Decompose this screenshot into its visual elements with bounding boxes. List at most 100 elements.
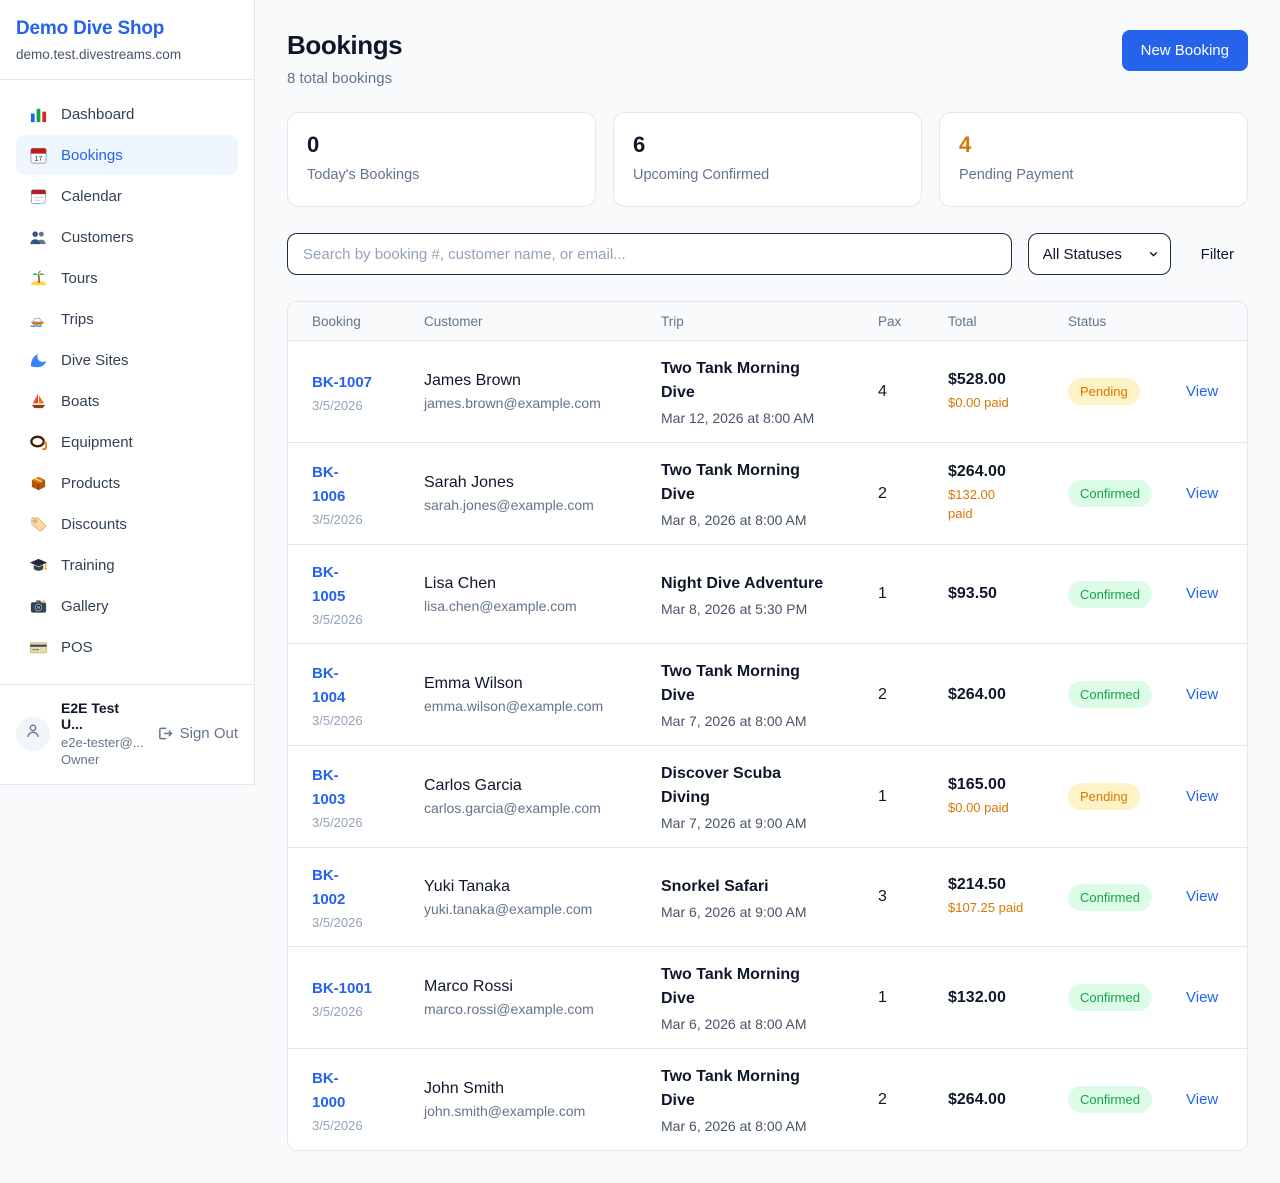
trip-datetime: Mar 12, 2026 at 8:00 AM: [661, 410, 815, 426]
tag-icon: [28, 514, 48, 534]
trip-datetime: Mar 7, 2026 at 8:00 AM: [661, 713, 807, 729]
customer-name: Carlos Garcia: [424, 777, 522, 794]
view-link[interactable]: View: [1186, 585, 1219, 602]
sidebar-item-gallery[interactable]: Gallery: [16, 586, 238, 626]
page-header: Bookings 8 total bookings New Booking: [287, 30, 1248, 87]
booking-id-link[interactable]: BK-1007: [312, 373, 373, 391]
table-row: BK- 1002 3/5/2026 Yuki Tanaka yuki.tanak…: [288, 847, 1247, 946]
sailboat-icon: [28, 391, 48, 411]
sidebar-item-tours[interactable]: Tours: [16, 258, 238, 298]
booking-cell: BK- 1005 3/5/2026: [312, 561, 424, 627]
customer-cell: James Brown james.brown@example.com: [424, 372, 661, 411]
brand-title: Demo Dive Shop: [16, 18, 165, 39]
main-content: Bookings 8 total bookings New Booking 0 …: [255, 0, 1280, 1183]
customer-cell: John Smith john.smith@example.com: [424, 1080, 661, 1119]
customer-name: Lisa Chen: [424, 574, 497, 592]
island-icon: [28, 268, 48, 288]
status-badge: Confirmed: [1068, 480, 1152, 507]
view-link[interactable]: View: [1186, 888, 1219, 905]
status-select-wrap: All Statuses: [1027, 233, 1171, 275]
booking-id-link[interactable]: BK-1001: [312, 979, 373, 997]
sidebar-item-pos[interactable]: POS: [16, 627, 238, 667]
customer-name: Emma Wilson: [424, 675, 523, 692]
booking-calendar-icon: 17: [28, 145, 48, 165]
column-header-booking: Booking: [312, 313, 361, 329]
status-cell: Pending: [1068, 378, 1186, 405]
user-section: E2E Test U... e2e-tester@... Owner Sign …: [0, 684, 254, 784]
customer-email: james.brown@example.com: [424, 395, 601, 411]
trip-datetime: Mar 8, 2026 at 5:30 PM: [661, 600, 808, 617]
sidebar-item-calendar[interactable]: Calendar: [16, 176, 238, 216]
trip-datetime: Mar 6, 2026 at 9:00 AM: [661, 903, 807, 920]
sidebar-item-label: Dashboard: [61, 105, 135, 123]
view-link[interactable]: View: [1186, 382, 1219, 400]
sidebar-nav: Dashboard 17 Bookings Calendar Customers…: [0, 80, 254, 684]
status-select[interactable]: All Statuses: [1027, 233, 1171, 275]
package-icon: [28, 473, 48, 493]
booking-created-date: 3/5/2026: [312, 612, 363, 627]
table-row: BK- 1004 3/5/2026 Emma Wilson emma.wilso…: [288, 643, 1247, 745]
sidebar-item-products[interactable]: Products: [16, 463, 238, 503]
view-link[interactable]: View: [1186, 1090, 1219, 1108]
total-cell: $528.00 $0.00 paid: [948, 371, 1068, 413]
sidebar-item-equipment[interactable]: Equipment: [16, 422, 238, 462]
stat-value: 0: [307, 132, 320, 157]
paid-amount: $0.00 paid: [948, 394, 1009, 410]
sidebar-item-boats[interactable]: Boats: [16, 381, 238, 421]
booking-id-link[interactable]: BK- 1002: [312, 867, 346, 908]
view-link[interactable]: View: [1186, 988, 1219, 1006]
paid-amount: $107.25 paid: [948, 900, 1024, 916]
customer-email: marco.rossi@example.com: [424, 1001, 594, 1017]
view-link[interactable]: View: [1186, 484, 1219, 502]
booking-id-link[interactable]: BK- 1006: [312, 463, 346, 505]
view-link[interactable]: View: [1186, 685, 1219, 703]
table-body: BK-1007 3/5/2026 James Brown james.brown…: [288, 341, 1247, 1150]
status-badge: Pending: [1068, 783, 1140, 810]
booking-cell: BK- 1004 3/5/2026: [312, 662, 424, 728]
brand-domain: demo.test.divestreams.com: [16, 47, 182, 62]
booking-id-link[interactable]: BK- 1003: [312, 766, 346, 808]
filter-button[interactable]: Filter: [1187, 246, 1248, 263]
sidebar-item-dive-sites[interactable]: Dive Sites: [16, 340, 238, 380]
booking-id-link[interactable]: BK- 1004: [312, 664, 346, 706]
sidebar-item-customers[interactable]: Customers: [16, 217, 238, 257]
sidebar-item-label: Tours: [61, 269, 98, 287]
total-cell: $264.00: [948, 1091, 1068, 1109]
customer-cell: Carlos Garcia carlos.garcia@example.com: [424, 777, 661, 816]
trip-cell: Two Tank Morning Dive Mar 12, 2026 at 8:…: [661, 357, 878, 426]
sidebar-item-training[interactable]: Training: [16, 545, 238, 585]
status-cell: Confirmed: [1068, 580, 1186, 608]
svg-text:17: 17: [34, 155, 42, 163]
column-header-customer: Customer: [424, 313, 483, 329]
booking-id-link[interactable]: BK- 1005: [312, 564, 346, 605]
search-input[interactable]: [287, 233, 1012, 275]
booking-id-link[interactable]: BK- 1000: [312, 1069, 346, 1111]
customer-email: sarah.jones@example.com: [424, 497, 594, 513]
stat-value: 6: [633, 132, 646, 157]
total-cell: $264.00 $132.00 paid: [948, 463, 1068, 524]
camera-icon: [28, 596, 48, 616]
bar-chart-icon: [28, 104, 48, 124]
sidebar-item-label: Equipment: [61, 433, 133, 451]
person-icon: [24, 722, 42, 745]
pax-value: 2: [878, 484, 887, 502]
sidebar-item-bookings[interactable]: 17 Bookings: [16, 135, 238, 175]
column-header-status: Status: [1068, 313, 1107, 329]
sidebar-item-label: Boats: [61, 392, 100, 410]
paid-amount: $0.00 paid: [948, 799, 1009, 815]
stat-value: 4: [959, 132, 972, 157]
trip-cell: Two Tank Morning Dive Mar 6, 2026 at 8:0…: [661, 1065, 878, 1134]
sign-out-button[interactable]: Sign Out: [156, 725, 238, 742]
total-amount: $93.50: [948, 585, 997, 602]
sidebar-item-discounts[interactable]: Discounts: [16, 504, 238, 544]
view-link[interactable]: View: [1186, 787, 1219, 805]
booking-created-date: 3/5/2026: [312, 1117, 363, 1133]
sidebar-item-dashboard[interactable]: Dashboard: [16, 94, 238, 134]
sidebar-item-trips[interactable]: Trips: [16, 299, 238, 339]
customer-email: john.smith@example.com: [424, 1103, 586, 1119]
stat-card: 6 Upcoming Confirmed: [613, 112, 922, 207]
status-badge: Confirmed: [1068, 984, 1152, 1011]
new-booking-button[interactable]: New Booking: [1121, 30, 1248, 71]
table-row: BK-1007 3/5/2026 James Brown james.brown…: [288, 341, 1247, 442]
customer-name: John Smith: [424, 1080, 505, 1097]
